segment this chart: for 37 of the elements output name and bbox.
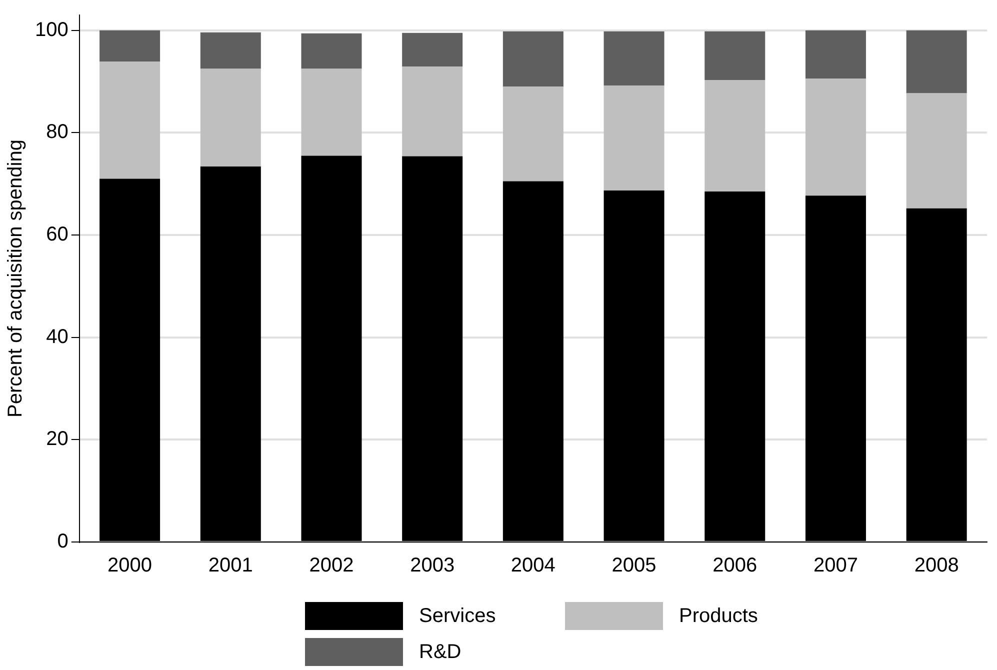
bar: [906, 30, 967, 94]
legend-label: R&D: [419, 640, 462, 664]
bar: [805, 78, 866, 196]
bar: [704, 31, 766, 80]
y-tick-label: 100: [34, 18, 68, 41]
legend-label: Services: [419, 604, 496, 628]
bar: [604, 31, 664, 86]
bar: [200, 68, 261, 166]
bar: [200, 32, 261, 69]
x-tick-label: 2004: [510, 554, 556, 577]
bar: [604, 86, 664, 190]
y-tick-label: 20: [46, 428, 68, 450]
x-tick-label: 2002: [309, 554, 354, 577]
bar: [704, 80, 766, 192]
bar: [906, 93, 967, 208]
x-tick-label: 2006: [712, 554, 758, 577]
bar: [402, 32, 463, 67]
y-tick-label: 40: [46, 326, 68, 348]
x-tick-label: 2000: [108, 554, 152, 577]
bar: [100, 30, 160, 62]
x-tick-label: 2003: [410, 554, 455, 577]
legend-label: Products: [679, 604, 758, 628]
bar: [301, 68, 362, 156]
bar: [502, 86, 564, 182]
bar: [301, 33, 362, 69]
y-tick-label: 60: [46, 224, 68, 246]
x-tick-label: 2007: [813, 554, 858, 577]
x-tick-label: 2001: [208, 554, 253, 577]
y-tick-label: 0: [57, 530, 68, 553]
bar: [805, 30, 866, 78]
x-tick-label: 2008: [914, 554, 959, 577]
y-tick-label: 80: [46, 121, 68, 144]
bar: [502, 31, 564, 87]
x-tick-label: 2005: [612, 554, 656, 577]
bar: [402, 66, 463, 156]
y-axis-title: Percent of acquisition spending: [4, 140, 27, 418]
bar: [100, 62, 160, 179]
